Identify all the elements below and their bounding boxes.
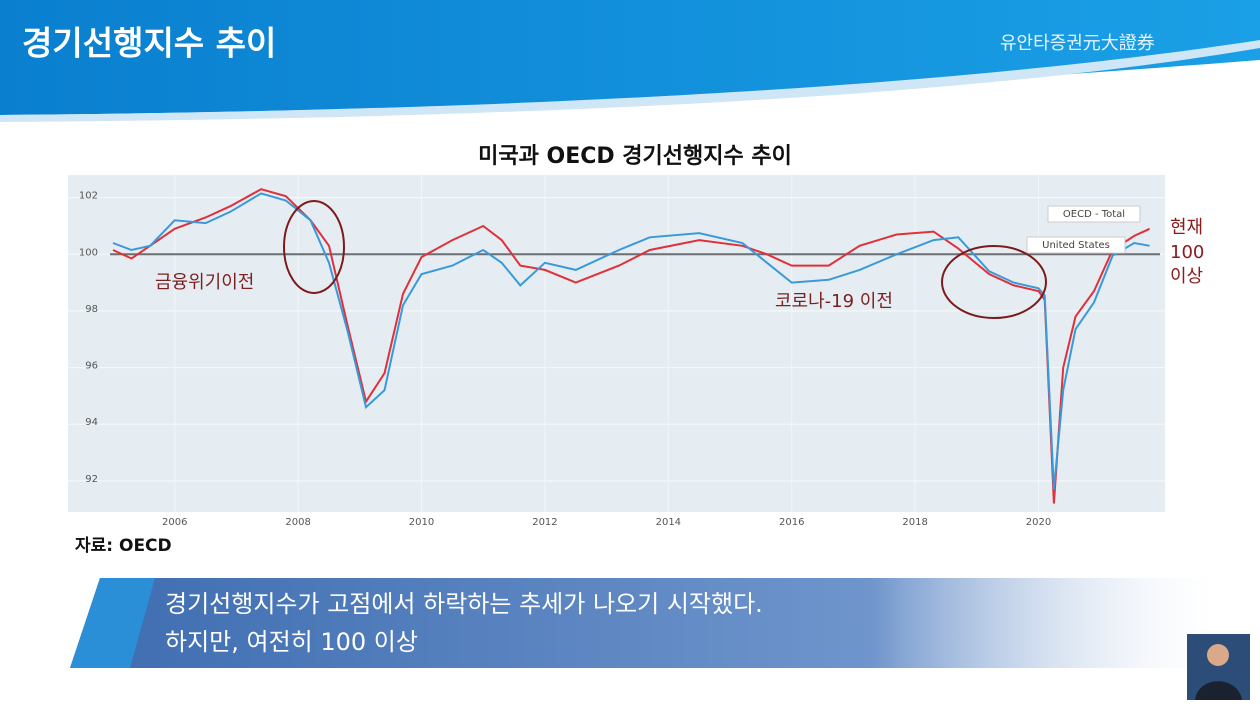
legend-box — [1026, 236, 1126, 254]
x-tick-label: 2018 — [902, 517, 927, 528]
y-tick-label: 102 — [79, 191, 98, 202]
x-tick-label: 2014 — [656, 517, 681, 528]
plot: 92 94 96 98 100 102 2006 2008 2010 2012 2014 2016 20… — [68, 175, 1165, 528]
highlight-circle — [283, 200, 345, 294]
x-tick-label: 2008 — [285, 517, 310, 528]
series-line — [112, 192, 1150, 490]
caption-band — [70, 578, 1215, 668]
presenter-body — [1195, 681, 1242, 700]
presenter-face — [1207, 644, 1229, 666]
logo: 유안타증권元大證券 — [1000, 33, 1155, 54]
x-tick-label: 2020 — [1026, 517, 1051, 528]
x-tick-label: 2016 — [779, 517, 804, 528]
side-note: 100 — [1170, 242, 1204, 263]
y-tick-label: 92 — [85, 474, 98, 485]
legend-label: OECD - Total — [1063, 209, 1125, 220]
caption-line: 하지만, 여전히 100 이상 — [165, 628, 418, 656]
plot-area — [68, 175, 1165, 512]
header-band — [0, 0, 1260, 115]
chart-title: 미국과 OECD 경기선행지수 추이 — [478, 144, 792, 169]
legend-label: United States — [1042, 240, 1110, 251]
highlight-circle — [941, 245, 1047, 319]
y-tick-label: 98 — [85, 304, 98, 315]
y-tick-label: 100 — [79, 247, 98, 258]
x-tick-label: 2006 — [162, 517, 187, 528]
legend-box — [1047, 205, 1141, 223]
side-note: 이상 — [1170, 266, 1203, 287]
header-wave — [0, 40, 1260, 122]
y-tick-label: 96 — [85, 361, 98, 372]
caption-line: 경기선행지수가 고점에서 하락하는 추세가 나오기 시작했다. — [165, 590, 763, 618]
annotation: 코로나-19 이전 — [775, 291, 893, 312]
x-tick-label: 2012 — [532, 517, 557, 528]
side-note: 현재 — [1170, 217, 1203, 238]
x-tick-label: 2010 — [409, 517, 434, 528]
y-tick-label: 94 — [85, 417, 98, 428]
caption-accent — [70, 578, 155, 668]
header-title: 경기선행지수 추이 — [22, 24, 276, 63]
annotation: 금융위기이전 — [155, 272, 254, 293]
source: 자료: OECD — [75, 536, 172, 556]
